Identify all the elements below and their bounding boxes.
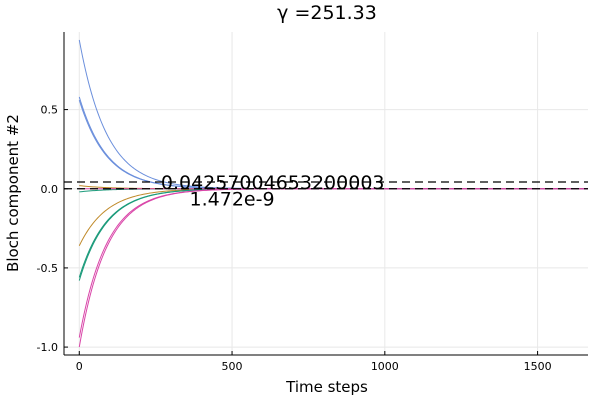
y-axis-title: Bloch component #2 bbox=[4, 114, 22, 272]
axes bbox=[63, 32, 588, 356]
series-line bbox=[78, 39, 588, 190]
y-tick-label: 0.5 bbox=[41, 104, 59, 117]
chart-title: γ =251.33 bbox=[277, 2, 377, 24]
y-tick-label: -0.5 bbox=[37, 262, 58, 275]
series-group bbox=[78, 39, 588, 348]
series-line bbox=[78, 188, 588, 338]
series-line bbox=[78, 188, 588, 278]
y-tick-label: 0.0 bbox=[41, 183, 59, 196]
x-tick-label: 1500 bbox=[524, 360, 552, 373]
series-line bbox=[78, 188, 588, 281]
x-tick-label: 1000 bbox=[371, 360, 399, 373]
x-axis-title: Time steps bbox=[285, 378, 368, 396]
y-tick-label: -1.0 bbox=[37, 341, 58, 354]
x-tick-label: 0 bbox=[76, 360, 83, 373]
annotation-label: 0.04257004653200003 bbox=[161, 172, 385, 194]
series-line bbox=[78, 188, 588, 246]
x-tick-label: 500 bbox=[222, 360, 243, 373]
reference-lines bbox=[64, 181, 588, 190]
annotation-label: 1.472e-9 bbox=[190, 188, 275, 210]
ticks: 0 500 1000 1500 -1.0 -0.5 0.0 0.5 bbox=[37, 104, 552, 373]
